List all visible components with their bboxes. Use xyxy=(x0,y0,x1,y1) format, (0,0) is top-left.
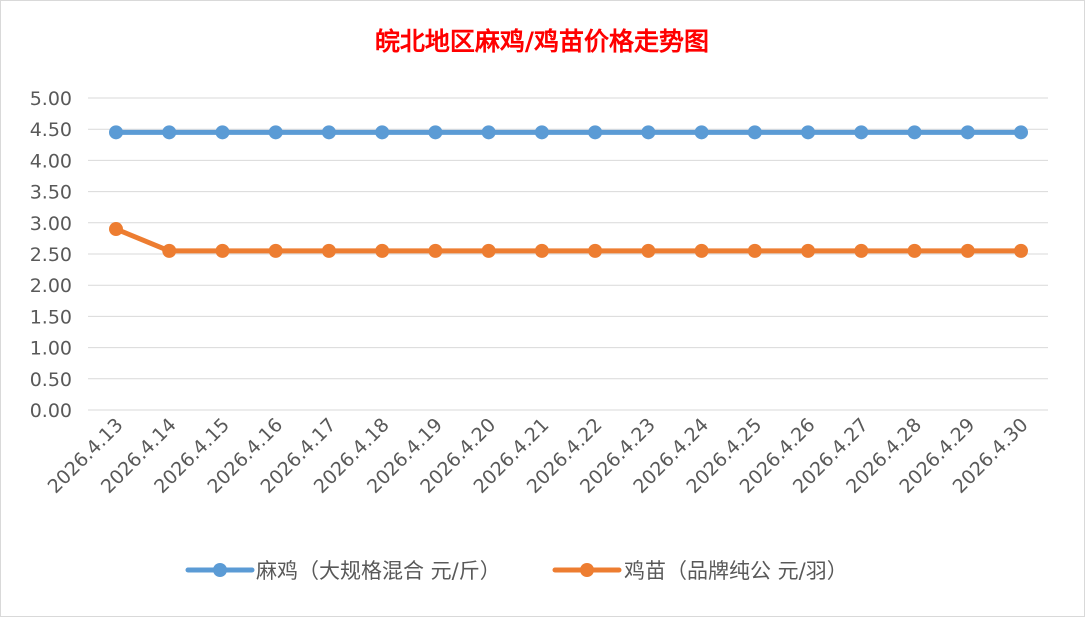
series-layer xyxy=(109,125,1028,258)
data-point xyxy=(801,243,816,258)
data-point xyxy=(747,243,762,258)
data-point xyxy=(694,243,709,258)
data-point xyxy=(481,125,496,140)
y-tick-label: 0.50 xyxy=(30,369,72,391)
data-point xyxy=(428,243,443,258)
data-point xyxy=(109,222,123,237)
data-point xyxy=(747,125,762,140)
data-point xyxy=(801,125,816,140)
y-tick-label: 4.50 xyxy=(30,119,72,141)
gridlines xyxy=(88,97,1048,411)
y-tick-label: 0.00 xyxy=(30,400,72,422)
data-point xyxy=(321,125,336,140)
data-point xyxy=(854,243,869,258)
data-point xyxy=(694,125,709,140)
data-point xyxy=(268,243,283,258)
data-point xyxy=(960,243,975,258)
data-point xyxy=(1014,125,1028,140)
data-point xyxy=(375,125,390,140)
data-point xyxy=(375,243,390,258)
data-point xyxy=(215,243,230,258)
data-point xyxy=(588,243,603,258)
data-point xyxy=(109,125,123,140)
legend-marker-2 xyxy=(580,563,594,577)
data-point xyxy=(481,243,496,258)
data-point xyxy=(162,125,177,140)
data-point xyxy=(268,125,283,140)
data-point xyxy=(215,125,230,140)
y-tick-label: 2.50 xyxy=(30,244,72,266)
data-point xyxy=(534,243,549,258)
y-tick-label: 5.00 xyxy=(30,88,72,110)
data-point xyxy=(907,125,922,140)
data-point xyxy=(321,243,336,258)
y-tick-label: 1.00 xyxy=(30,338,72,360)
data-point xyxy=(854,125,869,140)
y-tick-label: 1.50 xyxy=(30,306,72,328)
series-line-2 xyxy=(113,226,1024,254)
chart-title: 皖北地区麻鸡/鸡苗价格走势图 xyxy=(375,27,709,56)
legend-marker-1 xyxy=(213,563,227,577)
data-point xyxy=(162,243,177,258)
y-tick-label: 3.50 xyxy=(30,182,72,204)
y-tick-label: 3.00 xyxy=(30,213,72,235)
data-point xyxy=(534,125,549,140)
y-axis-ticks: 0.00 0.50 1.00 1.50 2.00 2.50 3.00 3.50 4.00 4.50… xyxy=(30,88,72,422)
data-point xyxy=(907,243,922,258)
data-point xyxy=(428,125,443,140)
data-point xyxy=(1014,243,1028,258)
y-tick-label: 2.00 xyxy=(30,275,72,297)
data-point xyxy=(960,125,975,140)
data-point xyxy=(641,243,656,258)
data-point xyxy=(641,125,656,140)
y-tick-label: 4.00 xyxy=(30,150,72,172)
data-point xyxy=(588,125,603,140)
legend: 麻鸡（大规格混合 元/斤） 鸡苗（品牌纯公 元/羽） xyxy=(185,559,848,583)
legend-label-1: 麻鸡（大规格混合 元/斤） xyxy=(256,559,501,583)
legend-label-2: 鸡苗（品牌纯公 元/羽） xyxy=(624,559,848,583)
